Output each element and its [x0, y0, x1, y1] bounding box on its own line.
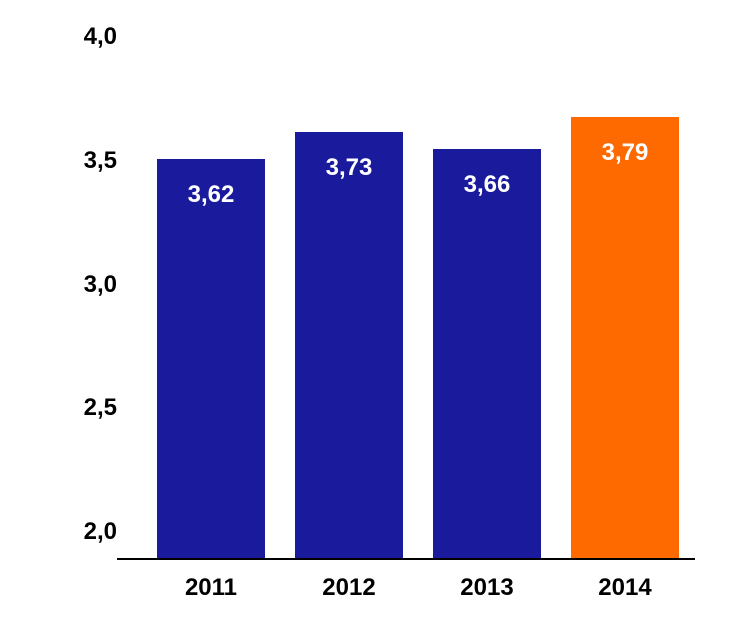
x-axis-line	[117, 558, 695, 560]
bar-value-label: 3,62	[157, 181, 265, 209]
y-tick-label: 3,0	[84, 271, 117, 299]
bar-value-label: 3,66	[433, 171, 541, 199]
bar: 3,79	[571, 117, 679, 560]
y-tick-label: 4,0	[84, 23, 117, 51]
x-tick-label: 2012	[322, 574, 375, 602]
x-tick-label: 2013	[460, 574, 513, 602]
y-tick-label: 2,0	[84, 518, 117, 546]
bar-value-label: 3,73	[295, 154, 403, 182]
bar: 3,62	[157, 159, 265, 560]
y-tick-label: 3,5	[84, 147, 117, 175]
bar: 3,73	[295, 132, 403, 560]
x-tick-label: 2014	[598, 574, 651, 602]
y-tick-label: 2,5	[84, 394, 117, 422]
bar-chart: 2,02,53,03,54,03,6220113,7320123,6620133…	[135, 65, 695, 560]
bar-value-label: 3,79	[571, 139, 679, 167]
x-tick-label: 2011	[185, 574, 237, 602]
bar: 3,66	[433, 149, 541, 560]
